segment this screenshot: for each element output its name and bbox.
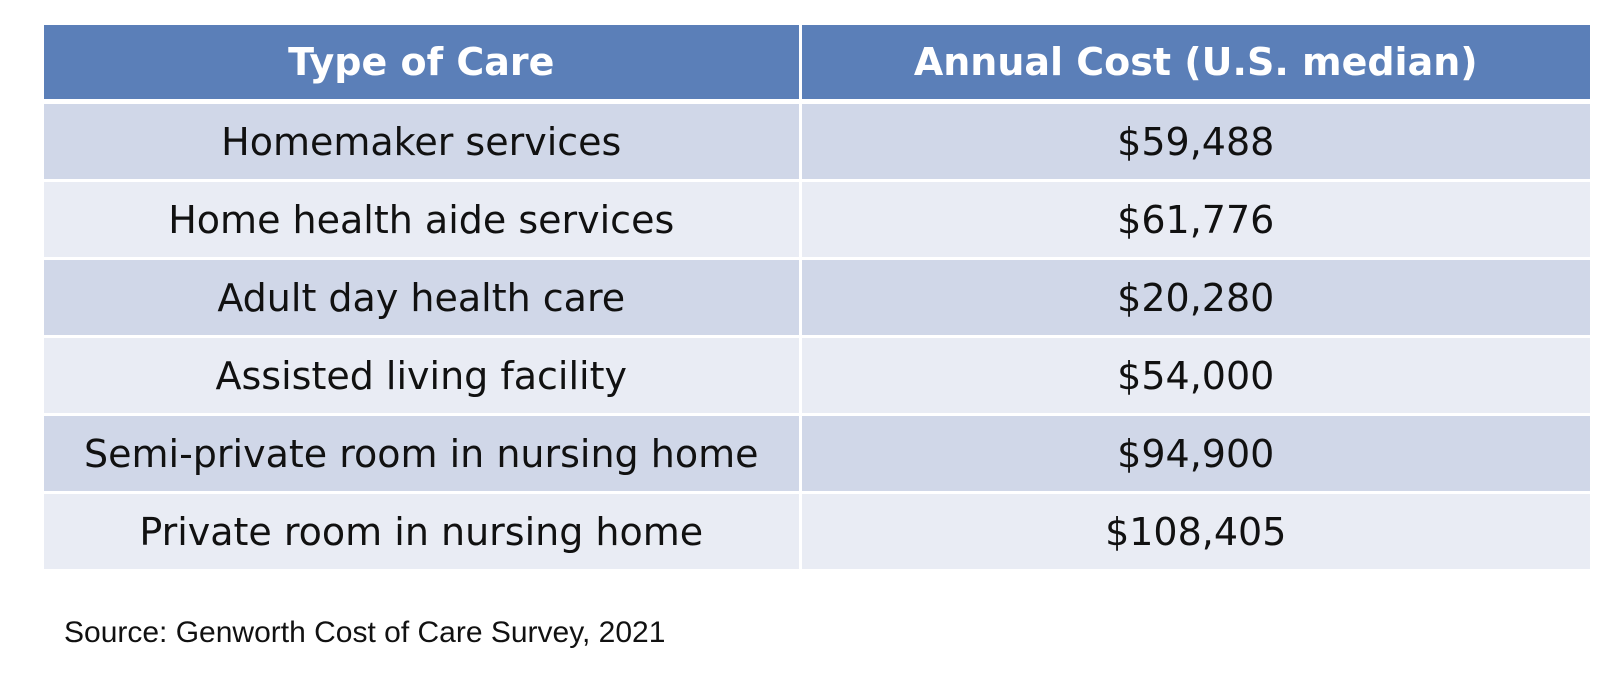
annual-cost-cell: $59,488 bbox=[800, 101, 1590, 182]
annual-cost-cell: $20,280 bbox=[800, 258, 1590, 338]
annual-cost-cell: $108,405 bbox=[800, 492, 1590, 572]
table-header-row: Type of Care Annual Cost (U.S. median) bbox=[44, 25, 1590, 104]
source-note: Source: Genworth Cost of Care Survey, 20… bbox=[64, 616, 666, 649]
table-row: Homemaker services $59,488 bbox=[44, 101, 1590, 182]
care-type-cell: Home health aide services bbox=[44, 180, 802, 260]
annual-cost-cell: $61,776 bbox=[800, 180, 1590, 260]
care-type-cell: Assisted living facility bbox=[44, 336, 802, 416]
care-type-cell: Semi-private room in nursing home bbox=[44, 414, 802, 494]
table-row: Assisted living facility $54,000 bbox=[44, 336, 1590, 416]
table-row: Semi-private room in nursing home $94,90… bbox=[44, 414, 1590, 494]
care-type-cell: Adult day health care bbox=[44, 258, 802, 338]
column-header-type-of-care: Type of Care bbox=[44, 25, 802, 104]
care-type-cell: Private room in nursing home bbox=[44, 492, 802, 572]
table-row: Home health aide services $61,776 bbox=[44, 180, 1590, 260]
annual-cost-cell: $94,900 bbox=[800, 414, 1590, 494]
annual-cost-cell: $54,000 bbox=[800, 336, 1590, 416]
table-row: Private room in nursing home $108,405 bbox=[44, 492, 1590, 572]
column-header-annual-cost: Annual Cost (U.S. median) bbox=[800, 25, 1590, 104]
cost-of-care-table: Type of Care Annual Cost (U.S. median) H… bbox=[44, 25, 1590, 572]
table-row: Adult day health care $20,280 bbox=[44, 258, 1590, 338]
care-type-cell: Homemaker services bbox=[44, 101, 802, 182]
